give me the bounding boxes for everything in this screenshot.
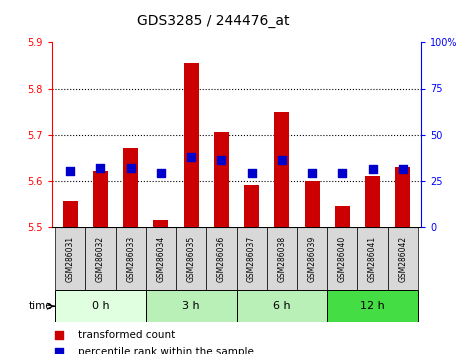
Text: 0 h: 0 h xyxy=(92,301,109,311)
Text: percentile rank within the sample: percentile rank within the sample xyxy=(78,347,254,354)
Text: GSM286040: GSM286040 xyxy=(338,236,347,282)
Text: GSM286033: GSM286033 xyxy=(126,236,135,282)
Text: GSM286034: GSM286034 xyxy=(157,236,166,282)
Text: GSM286032: GSM286032 xyxy=(96,236,105,282)
Point xyxy=(218,158,225,163)
Bar xyxy=(176,227,206,290)
Text: transformed count: transformed count xyxy=(78,330,175,339)
Bar xyxy=(206,227,236,290)
Bar xyxy=(146,227,176,290)
Point xyxy=(157,170,165,176)
Point xyxy=(96,165,104,171)
Point xyxy=(248,170,255,176)
Text: GSM286042: GSM286042 xyxy=(398,236,407,282)
Point xyxy=(339,170,346,176)
Bar xyxy=(327,227,358,290)
Bar xyxy=(236,227,267,290)
Text: 12 h: 12 h xyxy=(360,301,385,311)
Bar xyxy=(327,290,418,322)
Point xyxy=(369,167,377,172)
Text: GSM286038: GSM286038 xyxy=(277,236,286,282)
Text: GSM286039: GSM286039 xyxy=(307,236,316,282)
Point xyxy=(127,165,134,171)
Bar xyxy=(274,112,289,227)
Bar xyxy=(305,181,320,227)
Text: 6 h: 6 h xyxy=(273,301,291,311)
Text: 3 h: 3 h xyxy=(182,301,200,311)
Text: time: time xyxy=(28,301,52,311)
Text: GDS3285 / 244476_at: GDS3285 / 244476_at xyxy=(137,14,289,28)
Bar xyxy=(365,176,380,227)
Bar xyxy=(115,227,146,290)
Bar xyxy=(153,220,168,227)
Bar xyxy=(244,185,259,227)
Text: GSM286041: GSM286041 xyxy=(368,236,377,282)
Bar xyxy=(335,206,350,227)
Point xyxy=(187,154,195,159)
Text: GSM286037: GSM286037 xyxy=(247,236,256,282)
Bar xyxy=(297,227,327,290)
Point xyxy=(399,167,407,172)
Point xyxy=(278,158,286,163)
Bar xyxy=(55,290,146,322)
Bar xyxy=(85,227,115,290)
Point xyxy=(300,99,307,105)
Bar xyxy=(62,201,78,227)
Bar xyxy=(123,148,138,227)
Bar xyxy=(395,167,411,227)
Bar xyxy=(236,290,327,322)
Bar xyxy=(388,227,418,290)
Bar xyxy=(267,227,297,290)
Text: GSM286036: GSM286036 xyxy=(217,236,226,282)
Bar xyxy=(358,227,388,290)
Point xyxy=(308,170,316,176)
Bar xyxy=(146,290,236,322)
Bar xyxy=(93,171,108,227)
Bar xyxy=(55,227,85,290)
Point xyxy=(300,260,307,266)
Text: GSM286031: GSM286031 xyxy=(66,236,75,282)
Bar xyxy=(184,63,199,227)
Point xyxy=(66,169,74,174)
Text: GSM286035: GSM286035 xyxy=(187,236,196,282)
Bar xyxy=(214,132,229,227)
